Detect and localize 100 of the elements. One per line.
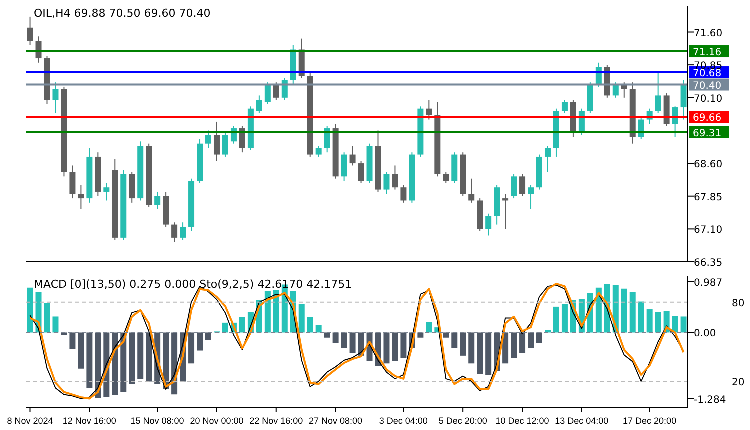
candlestick — [172, 222, 178, 243]
candlestick — [358, 160, 364, 184]
bar — [460, 332, 466, 356]
bar — [27, 288, 34, 333]
y2-tick-label: 20 — [732, 378, 745, 389]
bar — [452, 332, 458, 348]
candlestick — [316, 146, 322, 158]
bar — [307, 317, 314, 333]
bar — [324, 332, 330, 338]
bar — [630, 292, 636, 333]
bar — [146, 332, 152, 382]
candlestick — [341, 152, 348, 182]
bar — [298, 304, 305, 333]
bar — [468, 332, 475, 364]
candlestick — [443, 172, 450, 184]
ref-line-label: 69.66 — [693, 113, 722, 124]
candlestick — [544, 146, 551, 173]
candlestick — [520, 174, 526, 197]
bar — [206, 332, 212, 340]
bar — [477, 332, 484, 374]
bar — [78, 332, 84, 369]
candlestick — [486, 213, 492, 236]
candlestick — [264, 82, 271, 105]
candlestick — [70, 165, 76, 200]
x-tick-label: 5 Dec 20:00 — [438, 416, 488, 426]
candlestick — [206, 130, 212, 149]
y-tick-label: 70.10 — [694, 94, 723, 105]
bar — [384, 332, 390, 364]
x-tick-label: 15 Nov 08:00 — [130, 416, 184, 426]
candlestick — [528, 184, 534, 210]
bar — [197, 332, 204, 351]
bar — [638, 302, 644, 333]
x-tick-label: 10 Dec 12:00 — [496, 416, 550, 426]
bar — [443, 332, 450, 338]
y-tick-label: 67.85 — [694, 192, 723, 204]
candlestick — [214, 121, 220, 162]
x-tick-label: 8 Nov 2024 — [7, 416, 54, 426]
y-tick-label: 0.00 — [694, 328, 716, 340]
ref-line-label: 70.40 — [693, 80, 722, 92]
x-tick-label: 3 Dec 04:00 — [379, 416, 428, 426]
bar — [316, 324, 322, 333]
bar — [70, 332, 76, 350]
y2-tick-label: 80 — [732, 298, 745, 310]
chart-title: MACD [0](13,50) 0.275 0.000 Sto(9,2,5) 42.6170 42.1751 — [34, 278, 352, 291]
bar — [332, 332, 339, 344]
bar — [562, 304, 568, 333]
candlestick — [655, 71, 662, 114]
chart-title: OIL,H4 69.88 70.50 69.60 70.40 — [34, 7, 211, 20]
candlestick — [562, 100, 568, 114]
bar — [418, 332, 424, 338]
y-tick-label: 66.35 — [694, 258, 723, 269]
x-tick-label: 27 Nov 08:00 — [309, 416, 363, 426]
candlestick — [680, 80, 687, 120]
y-tick-label: 0.987 — [694, 278, 723, 289]
bar — [680, 316, 687, 333]
bar — [341, 332, 348, 348]
y-tick-label: 67.10 — [694, 225, 723, 236]
bar — [502, 332, 509, 364]
ref-line-label: 69.31 — [693, 128, 722, 140]
x-tick-label: 22 Nov 16:00 — [250, 416, 304, 426]
bar — [621, 288, 628, 333]
ref-line-label: 71.16 — [693, 48, 722, 59]
x-tick-label: 20 Nov 00:00 — [190, 416, 244, 426]
candlestick — [511, 174, 518, 200]
candlestick — [52, 82, 59, 114]
bar — [672, 316, 678, 333]
bar — [392, 332, 398, 362]
bar — [120, 332, 127, 392]
bar — [350, 332, 356, 354]
bar — [222, 322, 228, 333]
candlestick — [78, 184, 84, 210]
y-tick-label: 71.60 — [694, 28, 723, 40]
candlestick — [392, 165, 398, 190]
x-tick-label: 13 Dec 04:00 — [555, 416, 609, 426]
candlestick — [154, 191, 161, 210]
candlestick — [180, 222, 186, 241]
candlestick — [426, 100, 432, 120]
bar — [486, 332, 492, 376]
x-tick-label: 12 Nov 16:00 — [62, 416, 116, 426]
candlestick — [273, 82, 280, 101]
candlestick — [222, 132, 228, 158]
bar — [536, 332, 543, 344]
candlestick — [502, 194, 509, 230]
bar — [528, 332, 534, 348]
bar — [44, 303, 50, 333]
bar — [138, 332, 144, 380]
bar — [239, 317, 246, 333]
y-tick-label: -1.284 — [694, 394, 726, 406]
candlestick — [400, 184, 407, 204]
candlestick — [104, 182, 110, 202]
bar — [129, 332, 136, 384]
candlestick — [256, 95, 262, 114]
bar — [553, 306, 560, 333]
bar — [520, 332, 526, 354]
candlestick — [384, 172, 390, 195]
y-tick-label: 68.60 — [694, 160, 723, 171]
bar — [52, 316, 59, 333]
bar — [400, 332, 407, 358]
bar — [426, 322, 432, 333]
candlestick — [27, 16, 34, 46]
